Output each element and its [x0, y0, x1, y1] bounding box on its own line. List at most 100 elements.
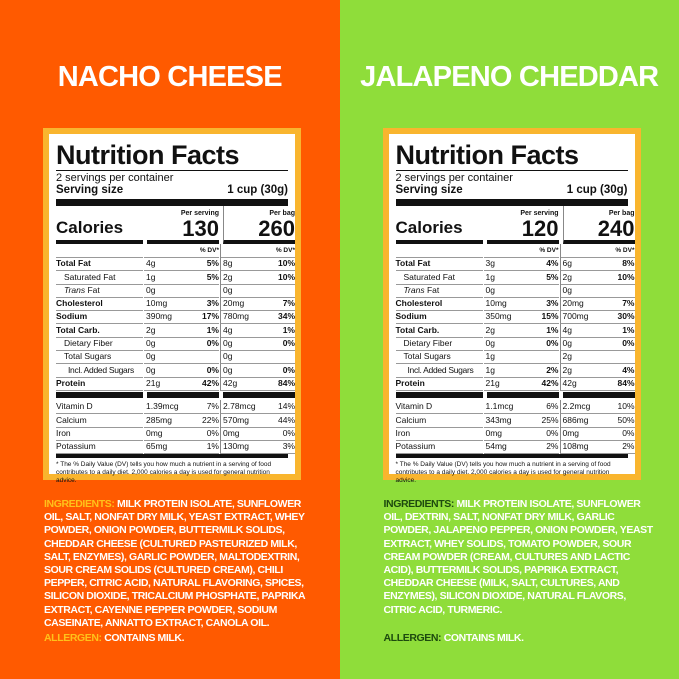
serving-size-row: Serving size 1 cup (30g)	[56, 184, 288, 197]
per-serving-cell: 390mg 17%	[144, 310, 219, 325]
flavor-title: NACHO CHEESE	[57, 61, 283, 93]
amount: 780mg	[223, 311, 249, 322]
amount: 4g	[223, 324, 233, 335]
daily-value-percent: 0%	[206, 338, 219, 349]
daily-value-percent: 1%	[206, 324, 219, 335]
vitamin-row: Potassium 65mg 1% 130mg 3%	[56, 440, 295, 455]
daily-value-percent: 3%	[282, 441, 295, 452]
vitamin-row: Calcium 285mg 22% 570mg 44%	[56, 413, 295, 428]
daily-value-percent: 5%	[206, 258, 219, 269]
daily-value-percent: 8%	[622, 258, 635, 269]
ingredients-list: MILK PROTEIN ISOLATE, SUNFLOWER OIL, SAL…	[44, 498, 305, 629]
per-bag-cell: 2.78mcg 14%	[220, 400, 295, 415]
amount: 1g	[485, 271, 495, 282]
amount: 4g	[562, 324, 572, 335]
amount: 1.39mcg	[146, 401, 179, 412]
calories-row: Calories Per serving 130 Per bag 260	[56, 206, 295, 244]
daily-value-percent: 0%	[546, 338, 559, 349]
daily-value-percent: 6%	[546, 401, 559, 412]
per-serving-cell: 1.39mcg 7%	[144, 400, 219, 415]
daily-value-percent: 1%	[282, 324, 295, 335]
daily-value-percent: 0%	[206, 427, 219, 438]
daily-value-percent: 10%	[617, 271, 635, 282]
daily-value-percent: 7%	[282, 298, 295, 309]
per-serving-cell: 0g 0%	[144, 364, 219, 378]
calories-row: Calories Per serving 120 Per bag 240	[395, 206, 635, 244]
nutrient-name: Cholesterol	[395, 297, 483, 312]
nutrient-name: Total Carb.	[395, 324, 483, 338]
per-serving-cell: 10mg 3%	[483, 297, 559, 312]
calories-per-serving: Per serving 130	[147, 206, 219, 244]
per-bag-cell: 570mg 44%	[220, 413, 295, 428]
allergen-text: ALLERGEN: CONTAINS MILK.	[44, 632, 185, 644]
daily-value-percent: 50%	[617, 414, 635, 425]
vitamin-row: Calcium 343mg 25% 686mg 50%	[395, 413, 635, 428]
daily-value-percent: 42%	[541, 377, 559, 388]
daily-value-percent: 84%	[617, 377, 635, 388]
nutrient-name: Total Fat	[56, 257, 143, 272]
nutrient-name: Dietary Fiber	[56, 337, 143, 352]
nutrition-facts-label: Nutrition Facts 2 servings per container…	[43, 128, 301, 484]
per-bag-cell: 0g	[220, 350, 295, 365]
nacho-cheese-panel: NACHO CHEESE Nutrition Facts 2 servings …	[0, 0, 340, 679]
daily-value-percent: 34%	[277, 311, 295, 322]
nutrient-name: Vitamin D	[395, 400, 483, 415]
per-bag-cell: 2.2mcg 10%	[559, 400, 635, 415]
daily-value-percent: 2%	[622, 441, 635, 452]
amount: 350mg	[485, 311, 512, 322]
per-bag-cell: 0g 0%	[559, 337, 635, 352]
nutrient-row: Saturated Fat 1g 5% 2g 10%	[395, 270, 635, 285]
footnote: * The % Daily Value (DV) tells you how m…	[56, 454, 288, 485]
amount: 0mg	[223, 427, 240, 438]
per-serving-cell: 0g	[144, 284, 219, 298]
per-serving-label: Per serving	[180, 210, 219, 217]
amount: 2g	[146, 324, 156, 335]
daily-value-percent: 22%	[201, 414, 219, 425]
nutrient-row: Incl. Added Sugars 0g 0% 0g 0%	[56, 363, 295, 378]
daily-value-percent: 1%	[622, 324, 635, 335]
daily-value-percent: 3%	[206, 298, 219, 309]
nutrient-name: Total Sugars	[395, 350, 483, 365]
calories-per-serving: Per serving 120	[486, 206, 559, 244]
nutrition-facts-label: Nutrition Facts 2 servings per container…	[382, 128, 641, 484]
daily-value-percent: 1%	[206, 441, 219, 452]
daily-value-percent: 0%	[206, 364, 219, 375]
per-serving-cell: 0mg 0%	[483, 427, 559, 441]
ingredients-label: INGREDIENTS:	[383, 498, 455, 510]
amount: 20mg	[562, 298, 584, 309]
daily-value-percent: 0%	[282, 364, 295, 375]
allergen-label: ALLERGEN:	[383, 632, 442, 644]
divider-bar	[395, 392, 635, 399]
nutrient-name: Incl. Added Sugars	[56, 364, 143, 378]
nutrient-name: Potassium	[395, 440, 483, 455]
per-serving-cell: 1g 2%	[483, 364, 559, 378]
daily-value-percent: 0%	[622, 427, 635, 438]
nutrient-row: Dietary Fiber 0g 0% 0g 0%	[56, 337, 295, 352]
amount: 2.78mcg	[223, 401, 256, 412]
vitamin-row: Iron 0mg 0% 0mg 0%	[395, 426, 635, 441]
daily-value-percent: 1%	[546, 324, 559, 335]
dv-label: % DV*	[539, 247, 559, 254]
amount: 1.1mcg	[485, 401, 514, 412]
amount: 0g	[223, 364, 233, 375]
nutrient-name: Sodium	[395, 310, 483, 325]
nutrient-name: Total Carb.	[56, 324, 143, 338]
calories-per-bag: Per bag 260	[223, 206, 295, 244]
nutrient-name: Saturated Fat	[56, 271, 143, 285]
nutrient-name: Cholesterol	[56, 297, 143, 312]
per-bag-cell: 0g 0%	[220, 337, 295, 352]
amount: 1g	[485, 351, 495, 362]
per-bag-cell: 0g	[220, 283, 295, 298]
nutrition-facts-heading: Nutrition Facts	[395, 140, 628, 171]
nutrient-name: Trans Fat	[56, 284, 143, 298]
per-serving-cell: 2g 1%	[144, 324, 219, 338]
vitamin-row: Iron 0mg 0% 0mg 0%	[56, 426, 295, 441]
serving-size-label: Serving size	[395, 184, 463, 196]
per-bag-cell: 2g	[559, 350, 635, 365]
per-bag-cell: 42g 84%	[220, 376, 295, 391]
amount: 21g	[146, 377, 161, 388]
per-serving-cell: 65mg 1%	[144, 440, 219, 455]
per-serving-cell: 21g 42%	[144, 377, 219, 391]
nutrient-row: Sodium 390mg 17% 780mg 34%	[56, 310, 295, 325]
nutrient-row: Saturated Fat 1g 5% 2g 10%	[56, 270, 295, 285]
